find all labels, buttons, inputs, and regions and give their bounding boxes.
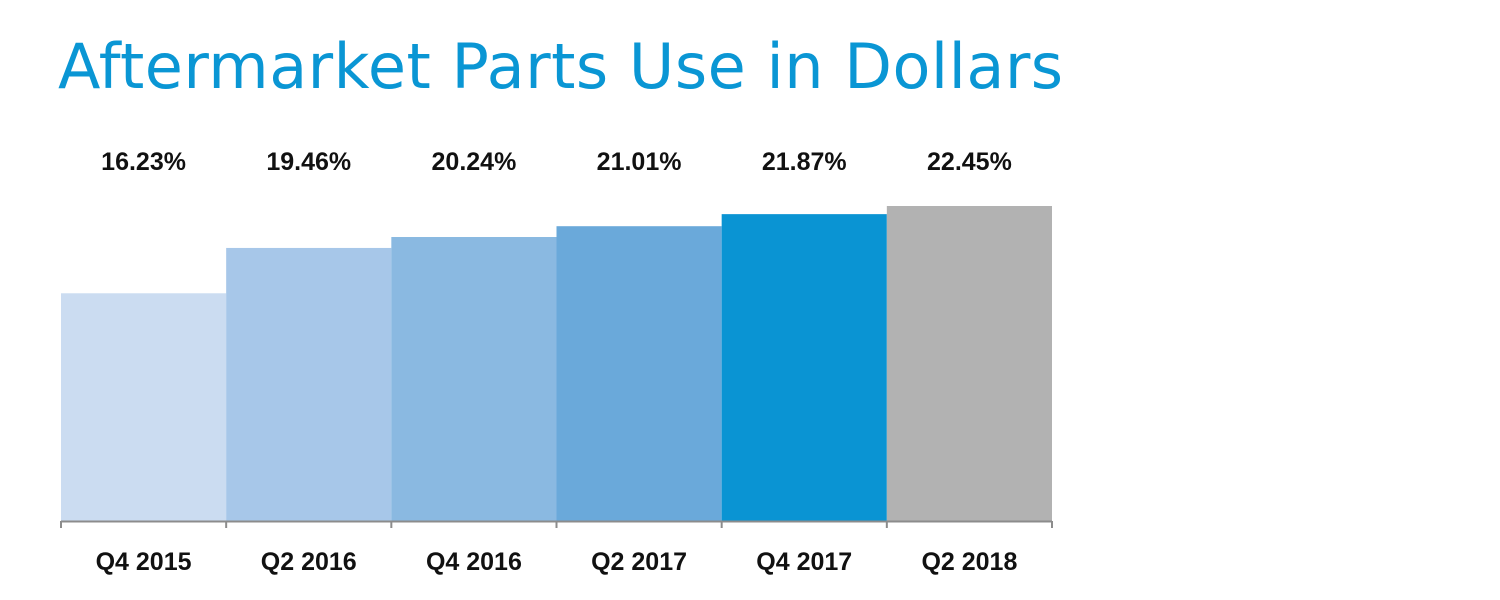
bar-1 — [226, 247, 392, 521]
bar-2 — [391, 237, 557, 521]
value-label-3: 21.01% — [597, 148, 682, 176]
value-label-4: 21.87% — [762, 148, 847, 176]
x-tick-labels-group: Q4 2015 Q2 2016 Q4 2016 Q2 2017 Q4 2017 Q2 20… — [96, 548, 1018, 576]
x-tick-label-0: Q4 2015 — [96, 548, 192, 576]
bar-4 — [721, 214, 887, 521]
x-tick-label-4: Q4 2017 — [756, 548, 852, 576]
x-tick-label-1: Q2 2016 — [261, 548, 357, 576]
x-axis — [60, 520, 1053, 528]
chart-title: Aftermarket Parts Use in Dollars — [58, 30, 1064, 103]
x-tick-label-5: Q2 2018 — [921, 548, 1017, 576]
bar-3 — [556, 226, 722, 521]
x-tick-label-2: Q4 2016 — [426, 548, 522, 576]
value-label-1: 19.46% — [266, 148, 351, 176]
value-label-2: 20.24% — [432, 148, 517, 176]
value-label-0: 16.23% — [101, 148, 186, 176]
value-labels-group: 16.23% 19.46% 20.24% 21.01% 21.87% 22.45% — [101, 148, 1012, 176]
value-label-5: 22.45% — [927, 148, 1012, 176]
bar-5 — [886, 206, 1052, 521]
bar-0 — [61, 293, 227, 521]
bars-group — [61, 206, 1052, 521]
x-tick-label-3: Q2 2017 — [591, 548, 687, 576]
